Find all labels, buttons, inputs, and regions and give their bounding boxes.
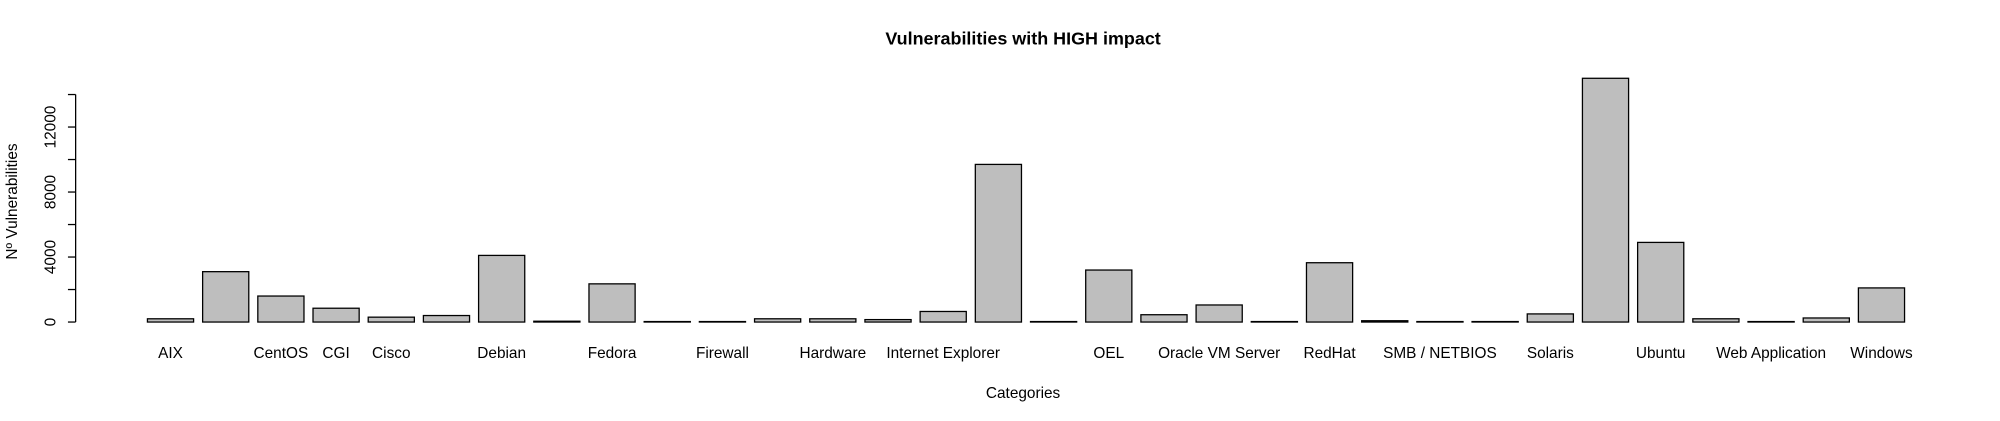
- bar: [1692, 318, 1740, 323]
- x-tick-label: Internet Explorer: [886, 345, 1000, 362]
- bar: [1526, 313, 1575, 323]
- x-tick-label: Ubuntu: [1636, 345, 1686, 362]
- x-tick-label: Windows: [1850, 345, 1913, 362]
- bar: [864, 318, 912, 323]
- bar: [1802, 317, 1851, 323]
- y-tick-label: 8000: [42, 175, 59, 209]
- x-tick-label: Fedora: [588, 345, 637, 362]
- bar: [422, 314, 471, 323]
- y-tick-label: 4000: [42, 240, 59, 274]
- bar: [974, 163, 1023, 323]
- bar: [257, 295, 305, 323]
- bar: [1581, 77, 1630, 323]
- y-tick-label: 0: [42, 318, 59, 327]
- bar: [533, 320, 581, 323]
- x-tick-label: Web Application: [1716, 345, 1826, 362]
- y-tick-label: 12000: [42, 106, 59, 149]
- bar: [588, 283, 636, 323]
- bar: [1857, 287, 1906, 323]
- x-tick-label: AIX: [158, 345, 183, 362]
- bar: [1636, 241, 1685, 323]
- x-tick-label: CGI: [322, 345, 349, 362]
- x-tick-label: Debian: [477, 345, 526, 362]
- x-tick-label: RedHat: [1303, 345, 1356, 362]
- x-tick-label: Firewall: [696, 345, 749, 362]
- bar: [146, 318, 195, 323]
- bar: [1140, 314, 1188, 323]
- bar: [753, 318, 802, 323]
- x-tick-label: Oracle VM Server: [1158, 345, 1280, 362]
- bar: [477, 254, 526, 323]
- x-tick-label: SMB / NETBIOS: [1383, 345, 1497, 362]
- bar: [809, 318, 857, 323]
- bar: [1305, 262, 1354, 323]
- x-tick-label: Solaris: [1527, 345, 1574, 362]
- bar: [201, 271, 250, 323]
- x-tick-label: CentOS: [254, 345, 309, 362]
- chart-title: Vulnerabilities with HIGH impact: [885, 29, 1160, 49]
- bar: [312, 307, 360, 323]
- bar: [367, 316, 416, 323]
- bar: [1085, 269, 1133, 323]
- y-axis-label: Nº Vulnerabilities: [4, 143, 21, 259]
- bar: [1361, 320, 1409, 323]
- x-tick-label: Cisco: [372, 345, 410, 362]
- x-tick-label: OEL: [1093, 345, 1124, 362]
- x-axis-label: Categories: [986, 385, 1061, 402]
- bar: [919, 310, 967, 323]
- x-tick-label: Hardware: [799, 345, 866, 362]
- bar: [1195, 304, 1243, 323]
